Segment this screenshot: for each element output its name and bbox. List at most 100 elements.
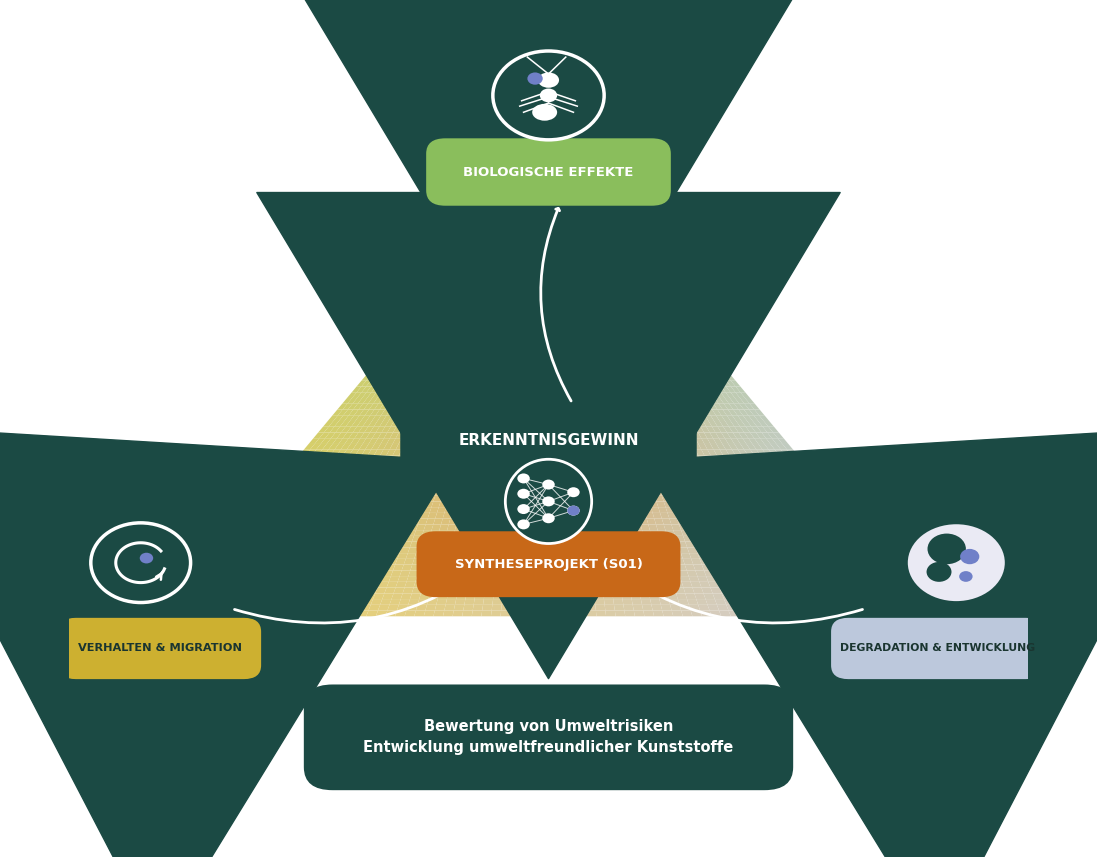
Polygon shape	[416, 605, 427, 610]
Polygon shape	[535, 461, 542, 467]
Polygon shape	[691, 559, 702, 565]
Polygon shape	[540, 582, 548, 588]
Polygon shape	[380, 357, 389, 363]
Polygon shape	[459, 318, 464, 323]
Polygon shape	[403, 340, 410, 346]
Polygon shape	[370, 559, 381, 565]
Polygon shape	[644, 427, 652, 433]
Polygon shape	[489, 243, 495, 249]
Polygon shape	[246, 512, 259, 518]
Polygon shape	[745, 518, 756, 524]
Polygon shape	[675, 398, 682, 404]
Polygon shape	[335, 530, 346, 536]
Polygon shape	[319, 433, 330, 438]
Polygon shape	[574, 278, 577, 283]
Polygon shape	[416, 427, 425, 433]
Polygon shape	[559, 427, 566, 433]
Polygon shape	[463, 524, 472, 530]
Polygon shape	[881, 576, 895, 582]
Polygon shape	[426, 387, 433, 393]
Polygon shape	[656, 524, 666, 530]
Polygon shape	[308, 490, 319, 495]
Polygon shape	[473, 553, 483, 559]
Polygon shape	[781, 450, 792, 455]
Polygon shape	[408, 599, 419, 605]
Polygon shape	[532, 208, 534, 214]
Polygon shape	[437, 357, 443, 363]
Polygon shape	[436, 387, 443, 393]
Polygon shape	[532, 174, 536, 180]
Polygon shape	[468, 318, 475, 323]
Polygon shape	[637, 484, 646, 490]
Polygon shape	[553, 202, 555, 208]
Polygon shape	[570, 507, 578, 512]
Polygon shape	[558, 278, 562, 283]
Polygon shape	[426, 444, 434, 450]
Polygon shape	[344, 438, 354, 444]
Polygon shape	[477, 255, 484, 261]
Polygon shape	[595, 340, 600, 346]
Polygon shape	[606, 433, 613, 438]
Polygon shape	[682, 387, 691, 393]
Polygon shape	[648, 363, 655, 369]
Polygon shape	[585, 208, 590, 214]
Polygon shape	[493, 272, 498, 278]
Polygon shape	[542, 225, 544, 231]
Polygon shape	[535, 180, 539, 185]
Polygon shape	[508, 249, 512, 255]
Polygon shape	[527, 507, 534, 512]
Polygon shape	[536, 197, 539, 202]
Polygon shape	[268, 548, 280, 553]
Polygon shape	[573, 197, 577, 202]
Polygon shape	[520, 289, 523, 295]
Polygon shape	[307, 501, 318, 507]
Polygon shape	[530, 381, 534, 387]
Polygon shape	[676, 318, 685, 323]
Polygon shape	[223, 542, 235, 548]
Polygon shape	[342, 398, 352, 404]
Polygon shape	[701, 393, 710, 398]
Polygon shape	[719, 438, 728, 444]
Polygon shape	[241, 610, 255, 616]
Polygon shape	[685, 381, 692, 387]
Polygon shape	[614, 300, 620, 306]
Polygon shape	[575, 197, 580, 202]
Polygon shape	[292, 512, 303, 518]
Polygon shape	[555, 168, 558, 174]
Polygon shape	[548, 208, 550, 214]
Polygon shape	[477, 416, 484, 421]
Polygon shape	[782, 495, 793, 501]
Polygon shape	[544, 220, 546, 225]
Text: VERHALTEN & MIGRATION: VERHALTEN & MIGRATION	[78, 644, 242, 654]
Polygon shape	[542, 168, 544, 174]
Polygon shape	[431, 433, 439, 438]
Polygon shape	[730, 518, 740, 524]
Polygon shape	[411, 536, 422, 542]
Polygon shape	[581, 243, 585, 249]
Polygon shape	[470, 495, 477, 501]
Polygon shape	[444, 444, 453, 450]
Polygon shape	[482, 473, 489, 478]
Polygon shape	[710, 398, 719, 404]
Polygon shape	[580, 410, 586, 416]
Polygon shape	[487, 306, 493, 312]
Polygon shape	[566, 576, 575, 582]
Polygon shape	[730, 478, 739, 484]
Polygon shape	[574, 289, 577, 295]
Circle shape	[518, 473, 530, 483]
Polygon shape	[641, 283, 648, 289]
Polygon shape	[591, 272, 597, 278]
Polygon shape	[480, 272, 486, 278]
Polygon shape	[354, 593, 366, 599]
Polygon shape	[836, 518, 848, 524]
Polygon shape	[576, 593, 586, 599]
Polygon shape	[583, 478, 589, 484]
Polygon shape	[579, 249, 584, 255]
Polygon shape	[755, 455, 765, 461]
Polygon shape	[585, 588, 595, 593]
Polygon shape	[548, 610, 558, 616]
Polygon shape	[382, 571, 393, 576]
Polygon shape	[290, 610, 302, 616]
Polygon shape	[227, 536, 240, 542]
Polygon shape	[370, 507, 381, 512]
